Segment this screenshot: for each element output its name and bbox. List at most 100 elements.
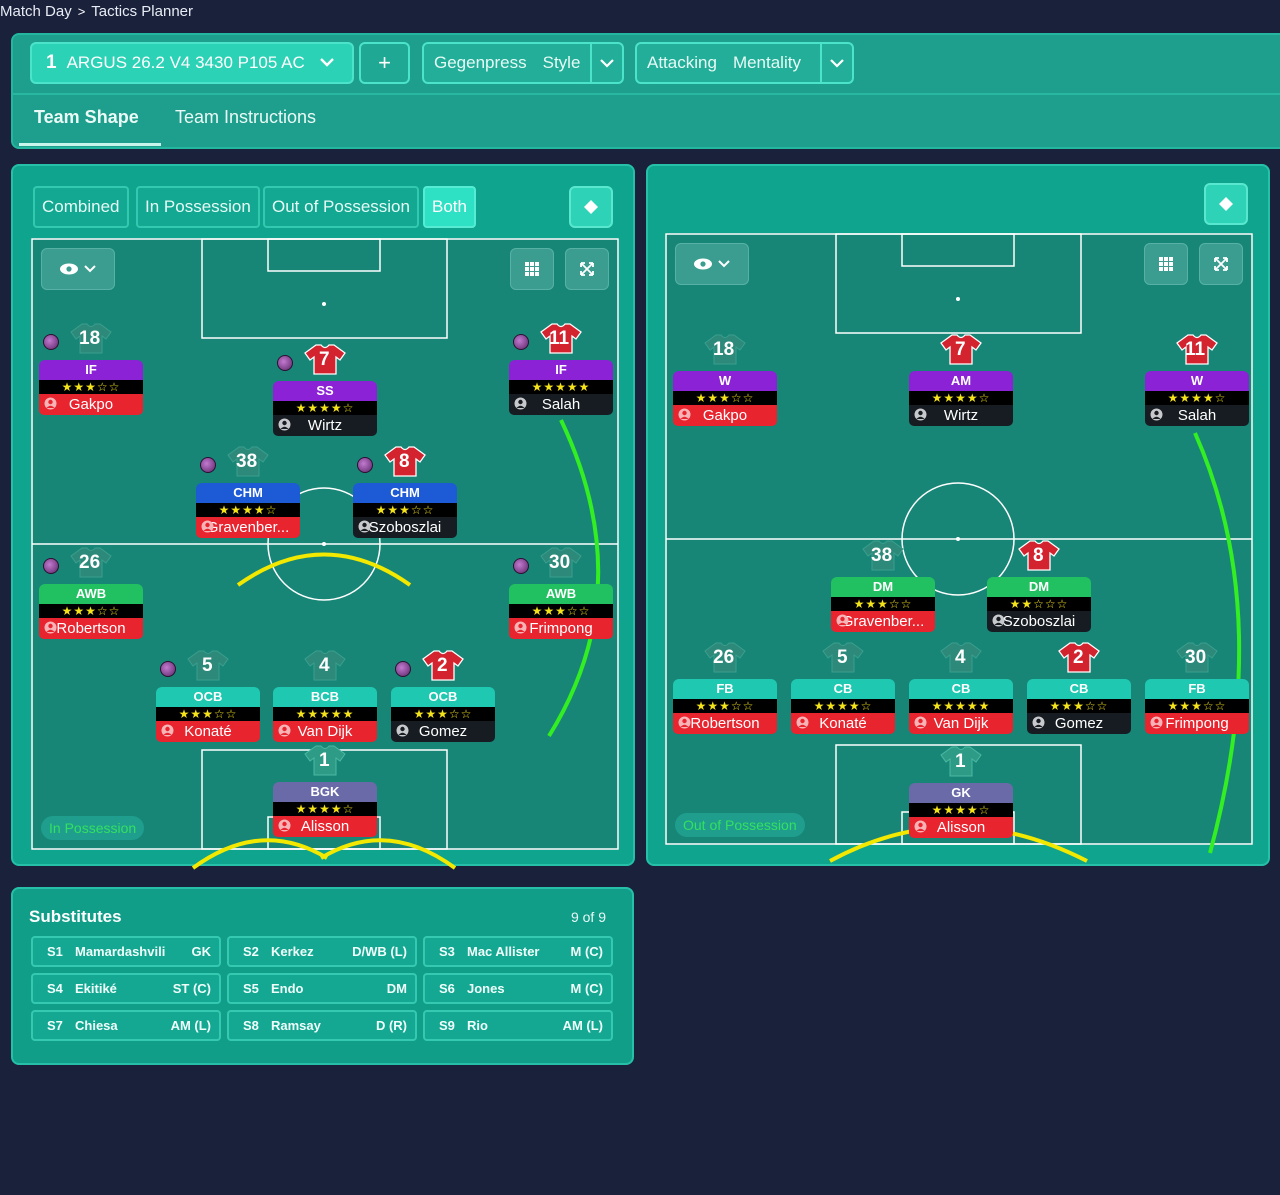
view-in-possession-button[interactable]: In Possession bbox=[136, 186, 260, 228]
diamond-icon[interactable] bbox=[569, 186, 613, 228]
player-card[interactable]: GK ★★★★☆ Alisson bbox=[909, 783, 1013, 838]
player-status-icon bbox=[160, 661, 176, 677]
substitute-position: AM (L) bbox=[170, 1018, 211, 1033]
shirt-icon bbox=[940, 641, 982, 678]
person-icon bbox=[514, 621, 527, 634]
substitute-item[interactable]: S5 Endo DM bbox=[227, 973, 417, 1004]
breadcrumb: Match Day > Tactics Planner bbox=[0, 0, 193, 22]
grid-icon[interactable] bbox=[1144, 243, 1188, 285]
player-rating-stars: ★★★☆☆ bbox=[673, 699, 777, 713]
player-card[interactable]: CB ★★★★★ Van Dijk bbox=[909, 679, 1013, 734]
add-tactic-button[interactable]: + bbox=[359, 42, 410, 84]
diamond-icon[interactable] bbox=[1204, 183, 1248, 225]
player-rating-stars: ★★★☆☆ bbox=[673, 391, 777, 405]
style-dropdown[interactable]: Gegenpress Style bbox=[422, 42, 624, 84]
chevron-right-icon: > bbox=[77, 3, 86, 19]
tactic-number: 1 bbox=[46, 52, 57, 73]
substitute-name: Jones bbox=[467, 981, 505, 996]
player-name: Alisson bbox=[273, 816, 377, 837]
style-label: Style bbox=[542, 53, 581, 72]
player-card[interactable]: CB ★★★☆☆ Gomez bbox=[1027, 679, 1131, 734]
player-rating-stars: ★★★☆☆ bbox=[39, 604, 143, 618]
player-card[interactable]: AWB ★★★☆☆ Robertson bbox=[39, 584, 143, 639]
player-status-icon bbox=[513, 334, 529, 350]
tab-team-shape[interactable]: Team Shape bbox=[34, 107, 139, 127]
tab-team-instructions[interactable]: Team Instructions bbox=[175, 107, 317, 127]
person-icon bbox=[1032, 716, 1045, 729]
player-name: Salah bbox=[509, 394, 613, 415]
tactic-name: ARGUS 26.2 V4 3430 P105 AC bbox=[66, 53, 305, 72]
visibility-toggle[interactable] bbox=[41, 248, 115, 290]
player-card[interactable]: FB ★★★☆☆ Frimpong bbox=[1145, 679, 1249, 734]
shirt-icon bbox=[304, 649, 346, 686]
player-card[interactable]: BGK ★★★★☆ Alisson bbox=[273, 782, 377, 837]
player-name: Alisson bbox=[909, 817, 1013, 838]
person-icon bbox=[44, 621, 57, 634]
mentality-dropdown[interactable]: Attacking Mentality bbox=[635, 42, 854, 84]
player-card[interactable]: W ★★★☆☆ Gakpo bbox=[673, 371, 777, 426]
substitute-item[interactable]: S4 Ekitiké ST (C) bbox=[31, 973, 221, 1004]
player-card[interactable]: CHM ★★★☆☆ Szoboszlai bbox=[353, 483, 457, 538]
right-pitch: Out of Possession 18 W ★★★☆☆ Gakpo 7 AM ★★★★☆ W… bbox=[665, 233, 1253, 863]
tactic-selector[interactable]: 1 ARGUS 26.2 V4 3430 P105 AC bbox=[30, 42, 354, 84]
player-card[interactable]: AM ★★★★☆ Wirtz bbox=[909, 371, 1013, 426]
player-card[interactable]: BCB ★★★★★ Van Dijk bbox=[273, 687, 377, 742]
substitute-item[interactable]: S6 Jones M (C) bbox=[423, 973, 613, 1004]
person-icon bbox=[678, 716, 691, 729]
expand-icon[interactable] bbox=[565, 248, 609, 290]
player-name: Van Dijk bbox=[273, 721, 377, 742]
shirt-icon bbox=[187, 649, 229, 686]
chevron-down-icon[interactable] bbox=[590, 44, 622, 82]
player-card[interactable]: SS ★★★★☆ Wirtz bbox=[273, 381, 377, 436]
player-status-icon bbox=[43, 334, 59, 350]
eye-icon bbox=[694, 258, 730, 270]
shirt-icon bbox=[1058, 641, 1100, 678]
view-out-of-possession-button[interactable]: Out of Possession bbox=[263, 186, 419, 228]
player-card[interactable]: AWB ★★★☆☆ Frimpong bbox=[509, 584, 613, 639]
substitute-item[interactable]: S1 Mamardashvili GK bbox=[31, 936, 221, 967]
shirt-icon bbox=[304, 744, 346, 781]
player-card[interactable]: IF ★★★★★ Salah bbox=[509, 360, 613, 415]
visibility-toggle[interactable] bbox=[675, 243, 749, 285]
substitute-item[interactable]: S2 Kerkez D/WB (L) bbox=[227, 936, 417, 967]
mentality-label: Mentality bbox=[732, 53, 801, 72]
view-combined-button[interactable]: Combined bbox=[33, 186, 129, 228]
player-rating-stars: ★★★★☆ bbox=[791, 699, 895, 713]
player-card[interactable]: DM ★★★☆☆ Gravenber... bbox=[831, 577, 935, 632]
player-role: CHM bbox=[353, 483, 457, 503]
substitute-item[interactable]: S9 Rio AM (L) bbox=[423, 1010, 613, 1041]
substitute-name: Chiesa bbox=[75, 1018, 118, 1033]
person-icon bbox=[992, 614, 1005, 627]
player-name: Gakpo bbox=[39, 394, 143, 415]
person-icon bbox=[396, 724, 409, 737]
tactic-header: 1 ARGUS 26.2 V4 3430 P105 AC + Gegenpres… bbox=[11, 33, 1280, 149]
expand-icon[interactable] bbox=[1199, 243, 1243, 285]
player-role: IF bbox=[39, 360, 143, 380]
player-rating-stars: ★★★☆☆ bbox=[831, 597, 935, 611]
substitute-item[interactable]: S8 Ramsay D (R) bbox=[227, 1010, 417, 1041]
player-role: BGK bbox=[273, 782, 377, 802]
breadcrumb-parent[interactable]: Match Day bbox=[0, 2, 72, 20]
player-number: 18 bbox=[713, 339, 735, 360]
substitute-slot: S6 bbox=[439, 981, 455, 996]
chevron-down-icon[interactable] bbox=[820, 44, 852, 82]
player-card[interactable]: CHM ★★★★☆ Gravenber... bbox=[196, 483, 300, 538]
player-card[interactable]: CB ★★★★☆ Konaté bbox=[791, 679, 895, 734]
player-number: 30 bbox=[549, 552, 571, 573]
substitute-item[interactable]: S3 Mac Allister M (C) bbox=[423, 936, 613, 967]
substitute-item[interactable]: S7 Chiesa AM (L) bbox=[31, 1010, 221, 1041]
person-icon bbox=[1150, 716, 1163, 729]
player-card[interactable]: DM ★★☆☆☆ Szoboszlai bbox=[987, 577, 1091, 632]
player-card[interactable]: IF ★★★☆☆ Gakpo bbox=[39, 360, 143, 415]
player-number: 7 bbox=[955, 339, 966, 360]
player-rating-stars: ★★★★☆ bbox=[1145, 391, 1249, 405]
player-status-icon bbox=[200, 457, 216, 473]
player-card[interactable]: FB ★★★☆☆ Robertson bbox=[673, 679, 777, 734]
player-card[interactable]: W ★★★★☆ Salah bbox=[1145, 371, 1249, 426]
view-both-button[interactable]: Both bbox=[423, 186, 476, 228]
player-card[interactable]: OCB ★★★☆☆ Gomez bbox=[391, 687, 495, 742]
grid-icon[interactable] bbox=[510, 248, 554, 290]
player-number: 4 bbox=[955, 647, 966, 668]
player-card[interactable]: OCB ★★★☆☆ Konaté bbox=[156, 687, 260, 742]
shirt-icon bbox=[704, 641, 746, 678]
